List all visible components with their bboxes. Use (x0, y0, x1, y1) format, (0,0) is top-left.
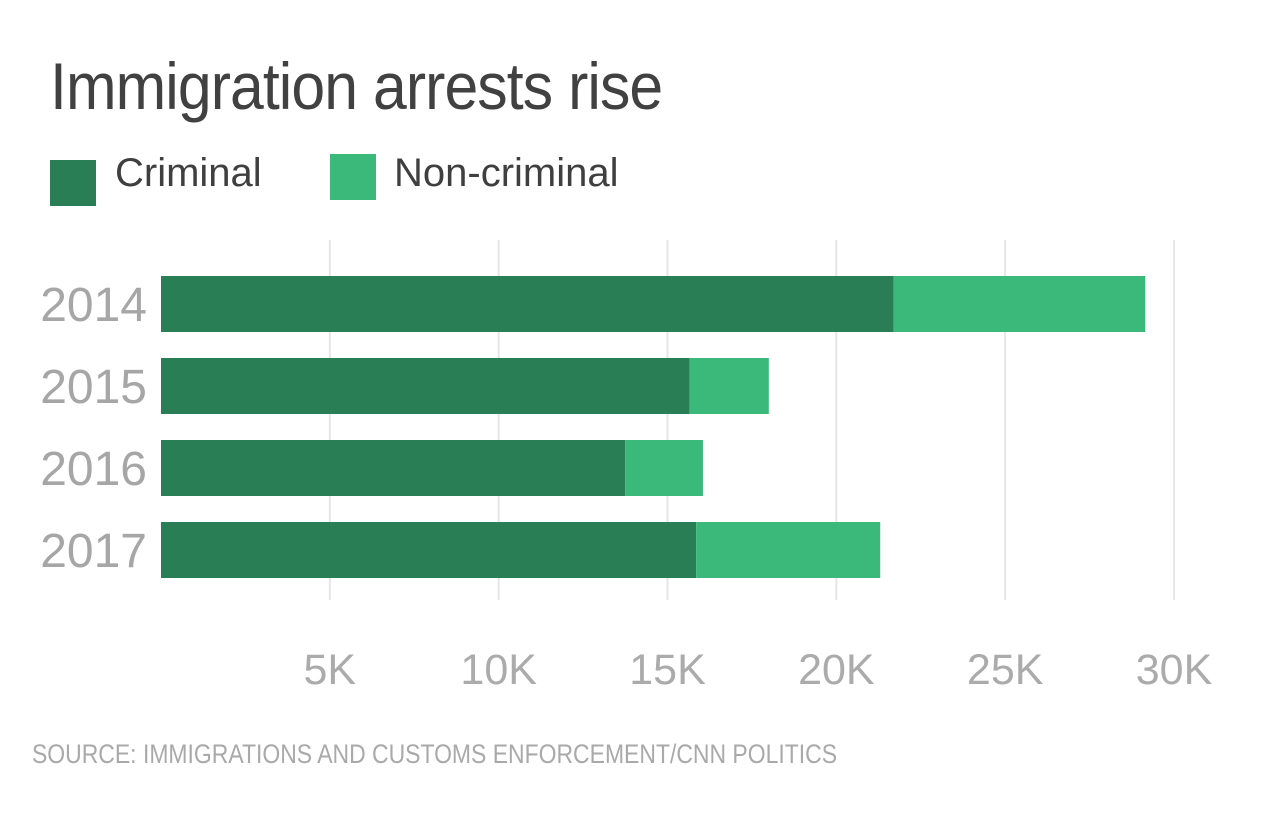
category-label: 2016 (40, 443, 147, 496)
category-labels: 2014 2015 2016 2017 (40, 279, 147, 578)
bar-criminal-2015 (161, 358, 690, 414)
x-tick-label: 15K (629, 646, 706, 694)
x-tick-label: 30K (1136, 646, 1213, 694)
chart-title: Immigration arrests rise (50, 49, 663, 123)
legend-label-criminal: Criminal (115, 151, 262, 195)
x-axis-tick-labels: 5K 10K 15K 20K 25K 30K (304, 646, 1213, 694)
bar-criminal-2017 (161, 522, 697, 578)
legend-swatch-criminal (50, 160, 96, 206)
legend-label-non-criminal: Non-criminal (394, 151, 619, 195)
bar-non-criminal-2015 (689, 358, 769, 414)
category-label: 2014 (40, 279, 147, 332)
bar-non-criminal-2017 (696, 522, 881, 578)
category-label: 2017 (40, 525, 147, 578)
legend-swatch-non-criminal (330, 154, 376, 200)
bar-non-criminal-2014 (893, 276, 1146, 332)
x-tick-label: 20K (798, 646, 875, 694)
category-label: 2015 (40, 361, 147, 414)
bar-criminal-2016 (161, 440, 626, 496)
x-tick-label: 10K (460, 646, 537, 694)
x-tick-label: 5K (304, 646, 357, 694)
bar-non-criminal-2016 (625, 440, 703, 496)
bars (161, 276, 1146, 578)
source-note: SOURCE: IMMIGRATIONS AND CUSTOMS ENFORCE… (32, 739, 838, 769)
bar-criminal-2014 (161, 276, 894, 332)
x-tick-label: 25K (967, 646, 1044, 694)
